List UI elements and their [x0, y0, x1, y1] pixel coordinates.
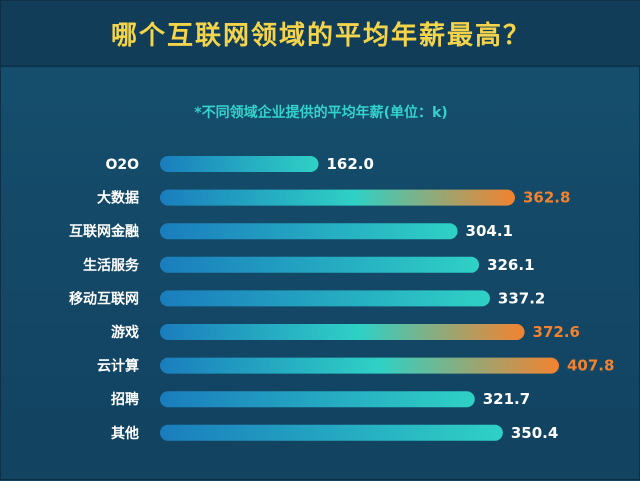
bar [160, 156, 319, 172]
bar [160, 424, 503, 441]
category-label: 互联网金融 [69, 223, 139, 240]
category-label: 大数据 [97, 190, 139, 207]
category-label: 云计算 [97, 358, 139, 375]
category-label: 其他 [111, 425, 139, 442]
bar [160, 189, 515, 206]
value-label: 304.1 [466, 222, 513, 240]
chart-title: 哪个互联网领域的平均年薪最高？ [110, 21, 531, 51]
value-label: 372.6 [533, 323, 580, 341]
title-band: 哪个互联网领域的平均年薪最高？ [1, 1, 640, 67]
category-label: 移动互联网 [69, 290, 139, 307]
value-label: 362.8 [523, 189, 570, 207]
value-label: 162.0 [327, 155, 374, 173]
category-label: 招聘 [111, 391, 139, 408]
value-label: 337.2 [498, 289, 545, 307]
bar [160, 391, 475, 408]
category-label: O2O [105, 157, 139, 173]
bar [160, 223, 458, 240]
value-label: 326.1 [487, 256, 534, 274]
category-label: 生活服务 [83, 257, 140, 274]
bar [160, 357, 559, 374]
value-label: 321.7 [483, 390, 530, 408]
category-label: 游戏 [111, 324, 139, 341]
value-label: 350.4 [511, 424, 558, 442]
bar [160, 290, 490, 307]
value-label: 407.8 [567, 357, 614, 375]
chart-subtitle: *不同领域企业提供的平均年薪(单位：k) [194, 105, 448, 121]
bar [160, 256, 480, 273]
bar [160, 324, 525, 340]
